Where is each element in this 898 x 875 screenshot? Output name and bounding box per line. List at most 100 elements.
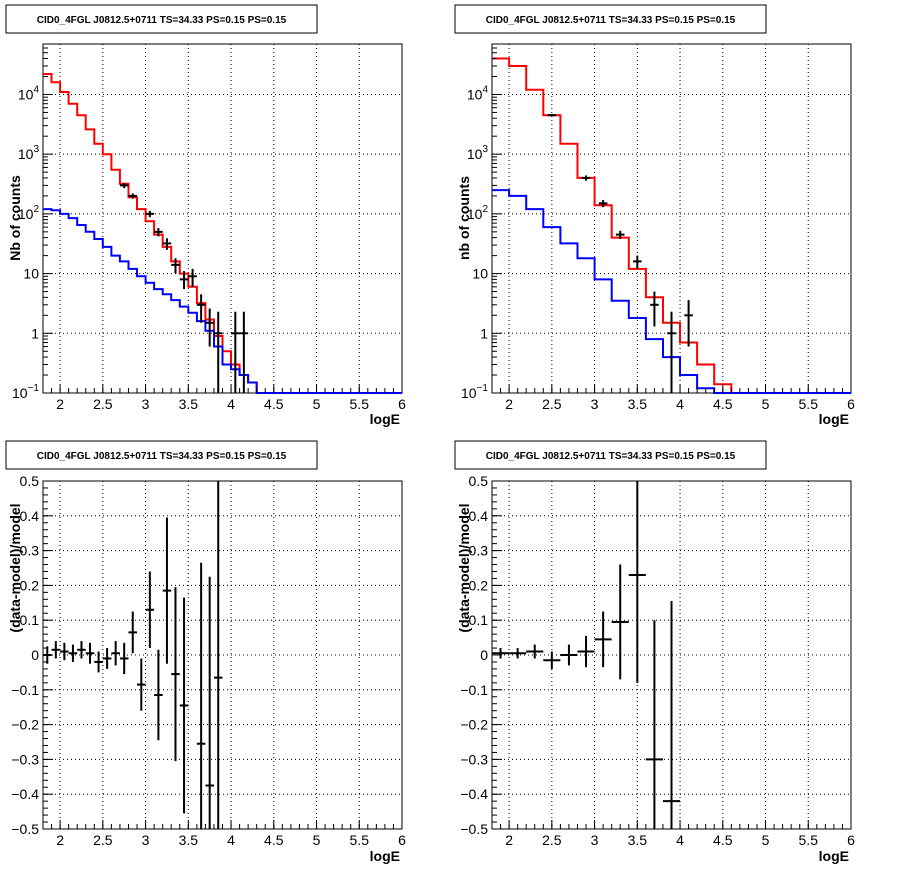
data-point [154,228,163,237]
data-point [633,255,642,269]
data-point [51,641,61,659]
y-tick-label: 0.5 [469,473,489,489]
data-point [581,175,591,181]
y-tick-label: 0 [480,647,488,663]
y-tick-label: 0.1 [20,612,40,628]
x-tick-label: 3.5 [179,396,199,412]
y-tick-label: −0.3 [11,751,39,767]
plot-marks [492,481,681,829]
y-axis-label: Nb of counts [7,175,23,261]
data-point [94,651,103,673]
data-point [128,611,138,654]
y-tick-label: −0.4 [11,786,39,802]
x-tick-label: 3 [591,396,599,412]
x-tick-label: 3 [142,396,150,412]
y-tick-label: −0.4 [460,786,488,802]
y-tick-label: 10−1 [461,383,488,401]
y-tick-label: −0.2 [11,717,39,733]
data-point [543,651,561,669]
data-point [205,576,214,829]
data-point [85,642,95,664]
data-point [179,597,189,814]
data-point [615,230,625,239]
panel-3: CID0_4FGL J0812.5+0711 TS=34.33 PS=0.15 … [5,440,406,864]
data-point [509,648,527,659]
data-point [154,649,163,741]
data-point [662,601,681,829]
y-tick-label: 102 [467,204,489,222]
x-tick-label: 3 [142,832,150,848]
data-point [77,641,86,659]
y-tick-label: 1 [480,325,488,341]
data-point [188,268,197,287]
y-tick-label: 103 [18,144,40,162]
y-tick-label: 1 [31,325,39,341]
y-tick-label: 10−1 [12,383,39,401]
x-tick-label: 5.5 [799,832,819,848]
axes: 2 2.5 3 3.5 4 4.5 5 5.5 6 −0.5 −0.4 −0.3 −0.2 −0.1 0 0.… [11,473,406,848]
title-box [5,4,318,34]
x-tick-label: 6 [398,396,406,412]
y-tick-label: 0.1 [469,612,489,628]
data-point [560,644,578,666]
data-point [667,311,676,393]
data-point [111,641,120,666]
y-tick-label: 10 [23,266,39,282]
panel-4: CID0_4FGL J0812.5+0711 TS=34.33 PS=0.15 … [454,440,855,864]
y-tick-label: 102 [18,204,40,222]
x-axis-label: logE [370,411,400,427]
y-tick-label: −0.1 [460,682,488,698]
histogram-series [43,73,402,394]
data-point [645,620,663,829]
x-tick-label: 2 [56,396,64,412]
data-point [102,648,112,669]
plot-frame [42,480,403,830]
x-tick-label: 6 [847,832,855,848]
x-axis-label: logE [819,411,849,427]
plot-marks [43,73,402,394]
x-tick-label: 2 [505,396,513,412]
data-point [119,642,129,675]
axes: 2 2.5 3 3.5 4 4.5 5 5.5 6 10−1 1 10 102 103 104 [461,43,855,412]
data-point [179,271,189,290]
title-box [454,440,767,470]
histogram-series [492,189,851,394]
x-tick-label: 2 [56,832,64,848]
data-point [239,311,249,393]
data-point [68,644,78,662]
y-axis-label: (data-model)/model [456,503,472,632]
data-point [213,311,223,393]
data-point [577,635,595,668]
y-axis-label: (data-model)/model [7,503,23,632]
x-tick-label: 4.5 [713,832,733,848]
y-tick-label: −0.3 [460,751,488,767]
data-point [60,642,69,661]
x-tick-label: 2 [505,832,513,848]
grid [43,481,402,829]
y-tick-label: 0.4 [20,508,40,524]
data-point [162,238,172,250]
data-point [171,587,180,762]
x-tick-label: 6 [847,396,855,412]
chart-title: CID0_4FGL J0812.5+0711 TS=34.33 PS=0.15 … [37,451,287,462]
data-point [547,114,557,117]
data-point [171,258,180,274]
y-tick-label: −0.2 [460,717,488,733]
data-point [492,648,510,659]
x-tick-label: 2.5 [93,832,113,848]
x-tick-label: 4 [227,396,235,412]
y-tick-label: 103 [467,144,489,162]
x-tick-label: 5.5 [350,396,370,412]
data-point [598,200,608,208]
data-point [628,481,646,683]
x-tick-label: 3.5 [179,832,199,848]
data-point [205,308,214,347]
data-point [196,562,206,829]
x-tick-label: 2.5 [542,832,562,848]
axes: 2 2.5 3 3.5 4 4.5 5 5.5 6 −0.5 −0.4 −0.3 −0.2 −0.1 0 0.… [460,473,855,848]
y-tick-label: 0.4 [469,508,489,524]
x-axis-label: logE [370,848,400,864]
x-tick-label: 3 [591,832,599,848]
x-tick-label: 5 [762,396,770,412]
y-tick-label: 0.2 [469,577,489,593]
